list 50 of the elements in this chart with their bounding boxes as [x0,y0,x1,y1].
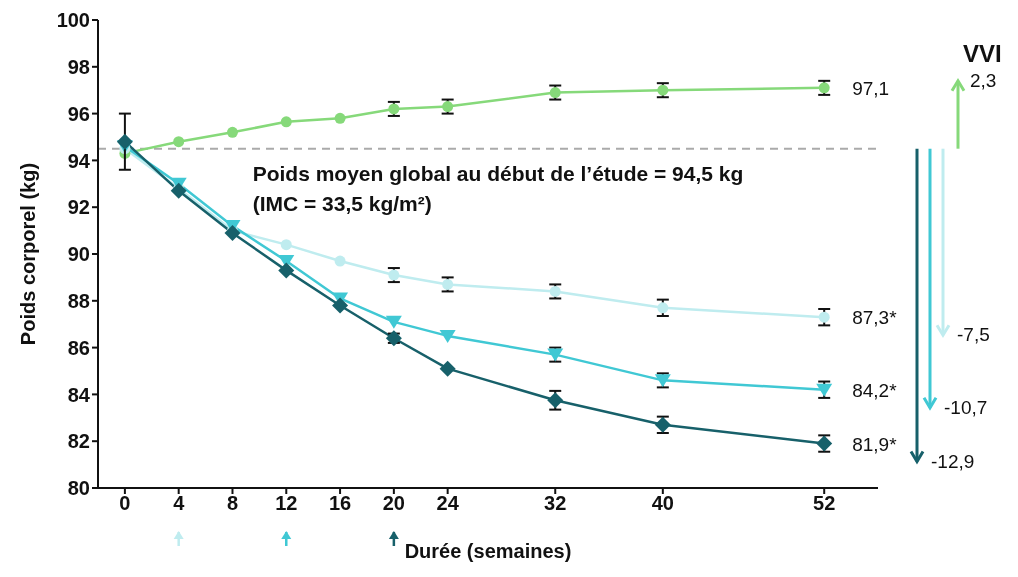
point [280,239,292,251]
point [116,133,133,150]
y-tick-label: 94 [67,149,91,172]
text: -12,9 [931,450,975,472]
y-tick-label: 86 [67,336,90,359]
point [334,112,346,124]
x-tick-label: 20 [382,492,405,515]
y-tick-label: 88 [67,289,90,312]
data-label: 87,3* [852,307,898,329]
y-tick-label: 90 [67,243,90,266]
point [334,255,346,267]
y-tick-label: 92 [67,196,90,219]
point [332,297,349,314]
point [173,136,185,148]
x-tick-label: 16 [328,492,352,515]
x-tick-label: 4 [173,492,186,515]
point [278,262,295,279]
text: -10,7 [944,396,988,418]
y-tick-label: 96 [67,102,90,125]
point [226,126,238,138]
x-axis-title: Durée (semaines) [404,540,572,562]
y-tick-label: 84 [67,383,91,406]
x-tick-label: 24 [436,492,460,515]
text: 2,3 [970,69,997,91]
x-tick-label: 32 [544,492,567,515]
y-tick-label: 100 [56,9,90,32]
x-tick-label: 0 [119,492,131,515]
point [385,315,402,329]
data-label: 84,2* [852,379,898,401]
x-tick-label: 40 [651,492,674,515]
x-tick-label: 12 [275,492,298,515]
point [818,311,830,323]
point [280,116,292,128]
ref-line-label: Poids moyen global au début de l’étude = 94,5 kg [252,161,744,185]
point [439,360,456,377]
y-tick-label: 80 [67,477,90,500]
data-label: 81,9* [852,433,898,455]
point [170,182,187,199]
y-axis-title: Poids corporel (kg) [17,162,40,346]
y-tick-label: 98 [67,55,90,78]
text: -7,5 [957,324,990,346]
point [224,224,241,241]
point [657,302,669,314]
text: VVI [963,40,1002,68]
x-tick-label: 52 [813,492,836,515]
x-tick-label: 8 [226,492,239,515]
data-label: 97,1 [852,77,890,99]
point [439,329,456,343]
annotation: (IMC = 33,5 kg/m²) [252,191,432,215]
y-tick-label: 82 [67,430,90,453]
